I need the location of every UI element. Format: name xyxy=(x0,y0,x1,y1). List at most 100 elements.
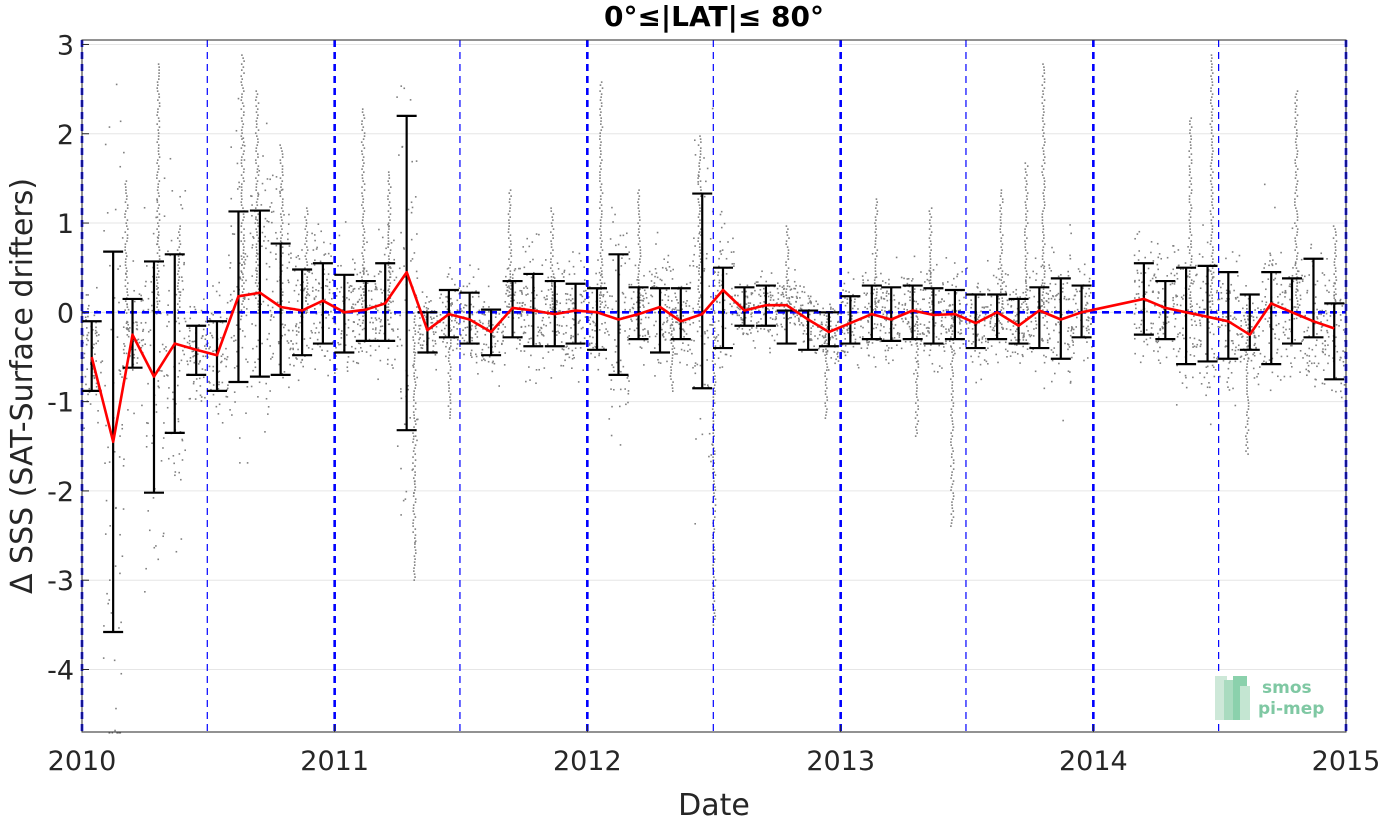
scatter-point xyxy=(919,288,922,291)
scatter-point xyxy=(952,316,954,319)
outlier-point xyxy=(638,189,640,191)
scatter-point xyxy=(1291,365,1293,368)
scatter-point xyxy=(997,361,999,364)
scatter-point xyxy=(762,313,765,316)
scatter-point xyxy=(332,341,334,343)
outlier-point xyxy=(256,276,258,278)
outlier-point xyxy=(414,540,417,542)
outlier-point xyxy=(281,219,283,221)
scatter-point xyxy=(272,352,275,355)
scatter-point xyxy=(769,347,771,350)
scatter-point xyxy=(959,309,961,311)
scatter-point xyxy=(295,256,298,259)
scatter-point xyxy=(668,265,671,268)
scatter-point xyxy=(116,732,119,734)
scatter-point xyxy=(647,302,650,305)
scatter-point xyxy=(484,313,486,316)
scatter-point xyxy=(748,305,750,307)
outlier-point xyxy=(158,246,160,248)
scatter-point xyxy=(740,317,742,319)
scatter-point xyxy=(445,355,447,358)
scatter-point xyxy=(83,356,85,359)
outlier-point xyxy=(412,510,415,512)
scatter-point xyxy=(1199,345,1202,348)
scatter-point xyxy=(88,304,90,307)
scatter-point xyxy=(710,295,712,298)
scatter-point xyxy=(674,292,676,295)
scatter-point xyxy=(544,298,547,301)
scatter-point xyxy=(117,268,119,270)
scatter-point xyxy=(323,355,326,357)
scatter-point xyxy=(972,341,975,343)
scatter-point xyxy=(866,341,868,344)
scatter-point xyxy=(513,299,515,302)
scatter-point xyxy=(1072,341,1074,343)
scatter-point xyxy=(941,367,943,369)
scatter-point xyxy=(453,326,455,328)
scatter-point xyxy=(443,338,445,340)
scatter-point xyxy=(1245,304,1248,307)
outlier-point xyxy=(638,216,641,218)
outlier-point xyxy=(241,102,244,104)
scatter-point xyxy=(883,298,886,300)
scatter-point xyxy=(731,305,733,308)
scatter-point xyxy=(119,572,121,575)
scatter-point xyxy=(568,308,571,310)
scatter-point xyxy=(746,284,749,287)
scatter-point xyxy=(696,330,699,333)
scatter-point xyxy=(170,239,173,242)
scatter-point xyxy=(898,303,900,305)
outlier-point xyxy=(697,240,699,242)
scatter-point xyxy=(909,328,912,330)
scatter-point xyxy=(200,396,203,398)
scatter-point xyxy=(557,330,559,333)
scatter-point xyxy=(689,323,691,326)
scatter-point xyxy=(400,397,403,400)
scatter-point xyxy=(710,324,713,326)
scatter-point xyxy=(455,312,458,315)
scatter-point xyxy=(218,370,221,373)
outlier-point xyxy=(670,342,673,344)
scatter-point xyxy=(719,366,721,369)
outlier-point xyxy=(177,309,179,311)
scatter-point xyxy=(731,313,734,316)
scatter-point xyxy=(947,328,950,331)
outlier-point xyxy=(362,180,365,182)
scatter-point xyxy=(200,309,203,312)
scatter-point xyxy=(970,355,972,358)
scatter-point xyxy=(1030,334,1033,337)
scatter-point xyxy=(598,354,600,357)
outlier-point xyxy=(280,237,282,239)
scatter-point xyxy=(377,378,379,381)
scatter-point xyxy=(388,309,391,312)
scatter-point xyxy=(640,322,642,325)
scatter-point xyxy=(199,359,201,362)
scatter-point xyxy=(676,299,678,301)
scatter-point xyxy=(166,314,169,316)
scatter-point xyxy=(314,259,316,262)
scatter-point xyxy=(378,345,380,348)
scatter-point xyxy=(767,307,769,310)
outlier-point xyxy=(414,459,417,461)
scatter-point xyxy=(441,301,444,304)
scatter-point xyxy=(566,345,568,348)
scatter-point xyxy=(452,349,454,352)
scatter-point xyxy=(225,347,227,350)
scatter-point xyxy=(145,435,148,437)
scatter-point xyxy=(570,336,572,339)
scatter-point xyxy=(387,289,390,292)
scatter-point xyxy=(462,306,465,309)
scatter-point xyxy=(590,313,593,316)
outlier-point xyxy=(510,195,512,197)
scatter-point xyxy=(657,358,659,361)
scatter-point xyxy=(1138,250,1141,252)
outlier-point xyxy=(387,180,390,182)
outlier-point xyxy=(698,291,700,293)
scatter-point xyxy=(1263,308,1266,310)
scatter-point xyxy=(1205,394,1207,397)
scatter-point xyxy=(118,456,121,458)
scatter-point xyxy=(1040,298,1043,301)
outlier-point xyxy=(305,312,307,314)
scatter-point xyxy=(1027,308,1029,310)
scatter-point xyxy=(335,295,338,297)
